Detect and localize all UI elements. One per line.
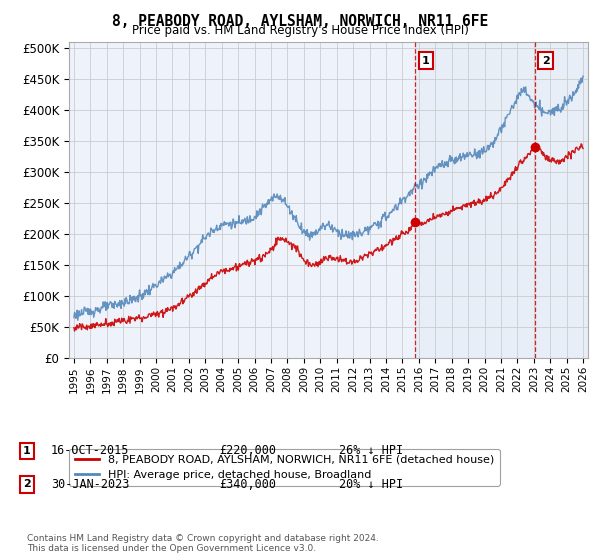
Text: 26% ↓ HPI: 26% ↓ HPI <box>339 444 403 458</box>
Text: 30-JAN-2023: 30-JAN-2023 <box>51 478 130 491</box>
Text: 16-OCT-2015: 16-OCT-2015 <box>51 444 130 458</box>
Text: £220,000: £220,000 <box>219 444 276 458</box>
Text: Contains HM Land Registry data © Crown copyright and database right 2024.
This d: Contains HM Land Registry data © Crown c… <box>27 534 379 553</box>
Text: 20% ↓ HPI: 20% ↓ HPI <box>339 478 403 491</box>
Text: Price paid vs. HM Land Registry's House Price Index (HPI): Price paid vs. HM Land Registry's House … <box>131 24 469 37</box>
Text: 1: 1 <box>422 55 430 66</box>
Text: 2: 2 <box>542 55 550 66</box>
Text: 8, PEABODY ROAD, AYLSHAM, NORWICH, NR11 6FE: 8, PEABODY ROAD, AYLSHAM, NORWICH, NR11 … <box>112 14 488 29</box>
Bar <box>415 42 600 358</box>
Text: 2: 2 <box>23 479 31 489</box>
Text: 1: 1 <box>23 446 31 456</box>
Text: £340,000: £340,000 <box>219 478 276 491</box>
Legend: 8, PEABODY ROAD, AYLSHAM, NORWICH, NR11 6FE (detached house), HPI: Average price: 8, PEABODY ROAD, AYLSHAM, NORWICH, NR11 … <box>69 449 500 486</box>
